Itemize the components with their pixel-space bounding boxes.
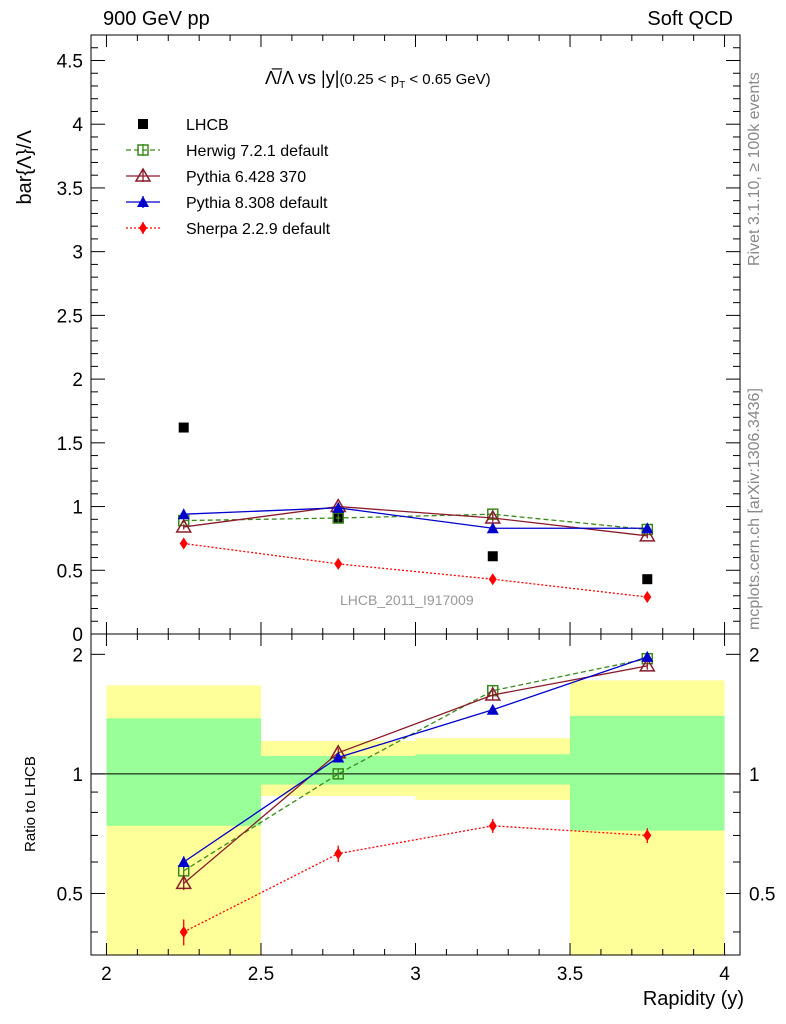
main-series-point xyxy=(488,573,497,586)
y-tick-label: 3.5 xyxy=(57,179,83,200)
y-tick-label: 2.5 xyxy=(57,306,83,327)
uncertainty-band-inner xyxy=(106,718,261,826)
ratio-series-point xyxy=(638,657,656,672)
ratio-series-point xyxy=(641,650,654,662)
main-series-point xyxy=(179,537,188,550)
y-tick-label: 4.5 xyxy=(57,51,83,72)
ratio-y-tick-label: 1 xyxy=(72,765,83,786)
legend-label: Sherpa 2.2.9 default xyxy=(186,221,331,238)
x-tick-label: 4 xyxy=(719,964,730,985)
y-tick-label: 1 xyxy=(72,498,83,519)
main-series-point xyxy=(178,422,189,433)
x-tick-label: 3 xyxy=(410,964,421,985)
header-left: 900 GeV pp xyxy=(103,8,210,30)
legend-marker xyxy=(137,144,149,156)
main-series-point xyxy=(177,508,190,520)
x-tick-label: 2 xyxy=(101,964,112,985)
ratio-series-point xyxy=(643,829,652,842)
ratio-series-point xyxy=(334,847,343,860)
ratio-y-tick-label: 2 xyxy=(72,645,83,666)
legend-marker xyxy=(137,196,149,207)
y-tick-label: 2 xyxy=(72,370,83,391)
plot-title: Λ̅/Λ vs |y|(0.25 < pT < 0.65 GeV) xyxy=(265,68,491,91)
analysis-watermark: LHCB_2011_I917009 xyxy=(340,592,474,608)
y-tick-label: 0.5 xyxy=(57,561,83,582)
main-series-point xyxy=(332,501,345,513)
uncertainty-band-inner xyxy=(570,715,725,831)
main-series-point xyxy=(486,522,499,534)
main-series-point xyxy=(641,522,654,534)
main-series-point xyxy=(643,591,652,604)
uncertainty-band-inner xyxy=(415,754,571,785)
header-right: Soft QCD xyxy=(647,8,733,30)
plot-title-sub: (0.25 < pT < 0.65 GeV) xyxy=(339,71,491,91)
plot-title-main: Λ̅/Λ vs |y| xyxy=(265,68,340,88)
ratio-y-tick-label-right: 1 xyxy=(749,765,760,786)
legend-label: Pythia 6.428 370 xyxy=(186,169,306,186)
ratio-y-tick-label-right: 2 xyxy=(749,645,760,666)
main-series-point xyxy=(487,551,498,562)
y-tick-label: 0 xyxy=(72,625,83,646)
legend-label: LHCB xyxy=(186,117,229,134)
main-series-line xyxy=(183,513,648,531)
legend: LHCB Herwig 7.2.1 default Pythia 6.428 370… xyxy=(126,117,331,238)
ratio-series-point xyxy=(332,768,344,780)
y-tick-label: 3 xyxy=(72,243,83,264)
main-plot-panel: 0 0.5 1 1.5 2 2.5 3 3.5 4 4.5 xyxy=(57,34,741,646)
ratio-series-point xyxy=(484,686,502,701)
main-series-line xyxy=(183,507,648,529)
ratio-series-point xyxy=(179,925,188,938)
main-series-point xyxy=(638,527,656,542)
x-axis-label: Rapidity (y) xyxy=(642,988,744,1010)
ratio-series-line xyxy=(183,665,648,884)
ratio-series-point xyxy=(488,819,497,832)
ratio-y-tick-label: 0.5 xyxy=(57,884,83,905)
legend-label: Herwig 7.2.1 default xyxy=(186,143,329,160)
y-tick-label: 1.5 xyxy=(57,434,83,455)
ratio-series-point xyxy=(486,703,499,715)
legend-marker xyxy=(138,119,148,129)
legend-label: Pythia 8.308 default xyxy=(186,195,328,212)
legend-marker xyxy=(134,167,152,182)
main-series-line xyxy=(183,542,648,598)
ratio-plot-panel: 2 2.5 3 3.5 4 0.5 0.5 1 1 2 2 xyxy=(57,35,775,985)
main-series-point xyxy=(334,557,343,570)
ratio-series-point xyxy=(177,856,190,868)
main-series-point xyxy=(332,512,344,524)
ratio-y-tick-label-right: 0.5 xyxy=(749,884,775,905)
legend-marker xyxy=(139,222,147,234)
x-tick-label: 2.5 xyxy=(248,964,274,985)
x-tick-label: 3.5 xyxy=(557,964,583,985)
ratio-series-line xyxy=(183,658,648,872)
ratio-series-line xyxy=(183,656,648,863)
ratio-series-point xyxy=(332,751,345,763)
y-tick-label: 4 xyxy=(72,115,83,136)
main-series-point xyxy=(175,518,193,533)
main-series-line xyxy=(183,505,648,537)
ratio-series-point xyxy=(175,874,193,890)
main-series-point xyxy=(642,574,653,585)
